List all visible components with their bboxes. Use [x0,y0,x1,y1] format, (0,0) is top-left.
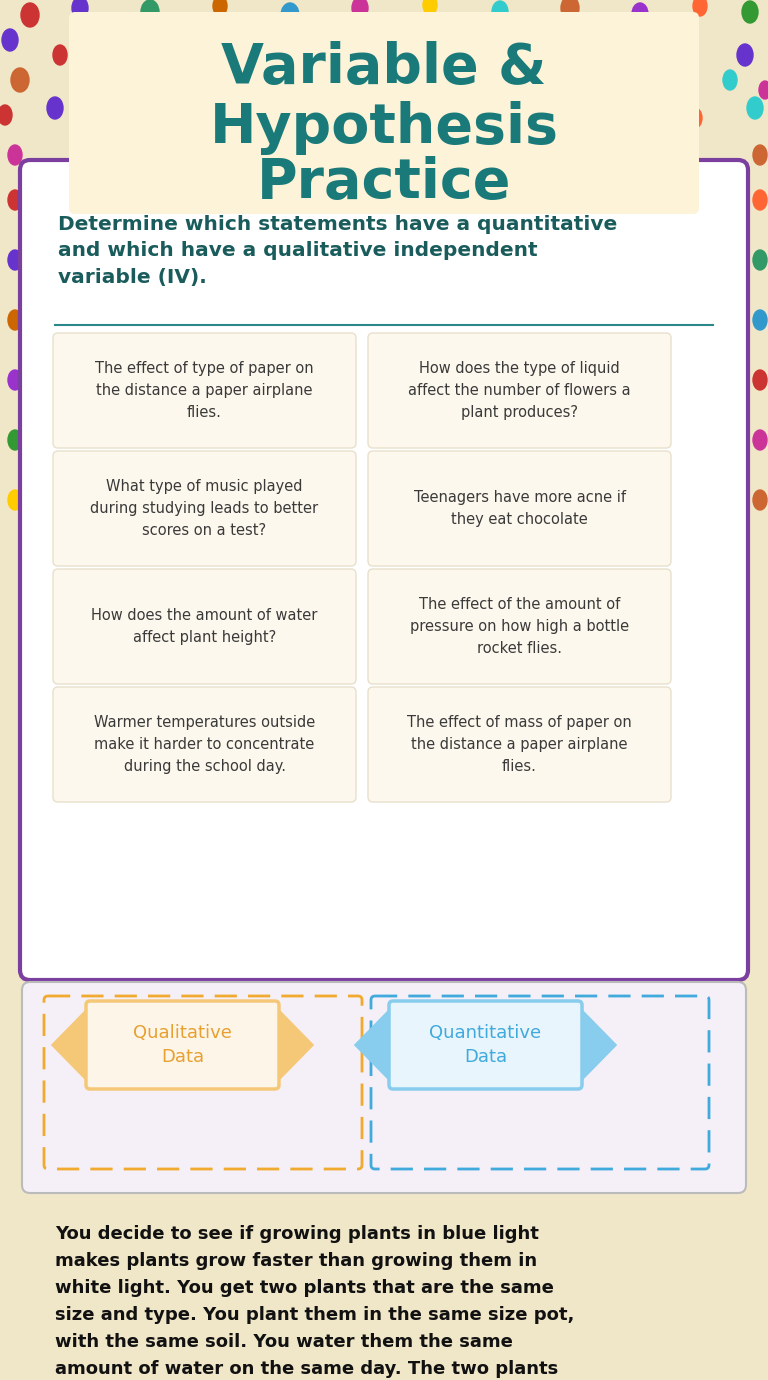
Ellipse shape [651,83,669,108]
Ellipse shape [21,3,39,28]
Ellipse shape [463,46,477,65]
Ellipse shape [753,310,767,330]
Text: How does the amount of water
affect plant height?: How does the amount of water affect plan… [91,609,318,644]
Text: The effect of the amount of
pressure on how high a bottle
rocket flies.: The effect of the amount of pressure on … [410,598,629,655]
FancyBboxPatch shape [53,687,356,802]
Polygon shape [354,1005,393,1085]
FancyBboxPatch shape [53,569,356,684]
Ellipse shape [303,72,317,92]
FancyBboxPatch shape [389,1000,582,1089]
Ellipse shape [191,98,209,121]
Text: Quantitative
Data: Quantitative Data [429,1024,541,1067]
Ellipse shape [723,70,737,90]
Ellipse shape [83,80,97,99]
FancyBboxPatch shape [368,451,671,566]
Text: Practice: Practice [257,156,511,210]
Text: The effect of type of paper on
the distance a paper airplane
flies.: The effect of type of paper on the dista… [95,362,314,420]
Ellipse shape [753,190,767,210]
Ellipse shape [753,145,767,166]
Text: Warmer temperatures outside
make it harder to concentrate
during the school day.: Warmer temperatures outside make it hard… [94,715,315,774]
Ellipse shape [742,1,758,23]
Text: Variable &: Variable & [221,41,547,95]
Ellipse shape [737,44,753,66]
Text: What type of music played
during studying leads to better
scores on a test?: What type of music played during studyin… [91,479,319,538]
Ellipse shape [0,105,12,126]
Ellipse shape [632,3,648,25]
Ellipse shape [673,32,687,52]
Text: Hypothesis: Hypothesis [210,101,558,155]
Ellipse shape [547,109,563,131]
Text: Teenagers have more acne if
they eat chocolate: Teenagers have more acne if they eat cho… [413,490,625,527]
Ellipse shape [8,250,22,270]
Text: The effect of mass of paper on
the distance a paper airplane
flies.: The effect of mass of paper on the dista… [407,715,632,774]
Ellipse shape [688,108,702,128]
Ellipse shape [561,0,579,19]
Ellipse shape [252,30,268,52]
Ellipse shape [753,431,767,450]
Text: Determine which statements have a quantitative
and which have a qualitative inde: Determine which statements have a quanti… [58,215,617,287]
Ellipse shape [8,490,22,511]
Ellipse shape [759,81,768,99]
Ellipse shape [8,190,22,210]
Ellipse shape [392,30,408,52]
Ellipse shape [11,68,29,92]
Ellipse shape [753,490,767,511]
FancyBboxPatch shape [368,687,671,802]
FancyBboxPatch shape [53,451,356,566]
Ellipse shape [8,431,22,450]
Text: Qualitative
Data: Qualitative Data [133,1024,232,1067]
Ellipse shape [753,250,767,270]
Ellipse shape [478,99,492,120]
Ellipse shape [513,81,527,102]
Ellipse shape [213,0,227,17]
FancyBboxPatch shape [86,1000,279,1089]
Ellipse shape [321,43,339,68]
FancyBboxPatch shape [53,333,356,448]
Ellipse shape [616,97,634,120]
Ellipse shape [268,108,282,128]
Ellipse shape [152,68,168,88]
Ellipse shape [753,370,767,391]
FancyBboxPatch shape [22,983,746,1192]
Ellipse shape [2,29,18,51]
Ellipse shape [441,68,459,92]
Polygon shape [51,1005,90,1085]
Ellipse shape [183,48,197,68]
Ellipse shape [72,0,88,19]
Ellipse shape [141,0,159,23]
Ellipse shape [8,145,22,166]
Text: You decide to see if growing plants in blue light
makes plants grow faster than : You decide to see if growing plants in b… [55,1225,574,1380]
FancyBboxPatch shape [368,333,671,448]
Ellipse shape [281,3,299,28]
Ellipse shape [601,46,619,70]
Ellipse shape [47,97,63,119]
Ellipse shape [532,34,548,57]
Ellipse shape [231,80,249,104]
Ellipse shape [53,46,67,65]
FancyBboxPatch shape [368,569,671,684]
Ellipse shape [372,84,388,106]
Ellipse shape [352,0,368,19]
Ellipse shape [492,1,508,23]
Ellipse shape [693,0,707,17]
Ellipse shape [747,97,763,119]
Ellipse shape [123,112,137,132]
Polygon shape [275,1005,314,1085]
FancyBboxPatch shape [20,160,748,980]
Text: How does the type of liquid
affect the number of flowers a
plant produces?: How does the type of liquid affect the n… [408,362,631,420]
FancyBboxPatch shape [69,12,699,214]
Ellipse shape [406,110,424,134]
Ellipse shape [337,97,353,119]
Ellipse shape [8,310,22,330]
Ellipse shape [582,70,598,92]
Ellipse shape [111,33,129,57]
Polygon shape [578,1005,617,1085]
Ellipse shape [423,0,437,15]
Ellipse shape [8,370,22,391]
